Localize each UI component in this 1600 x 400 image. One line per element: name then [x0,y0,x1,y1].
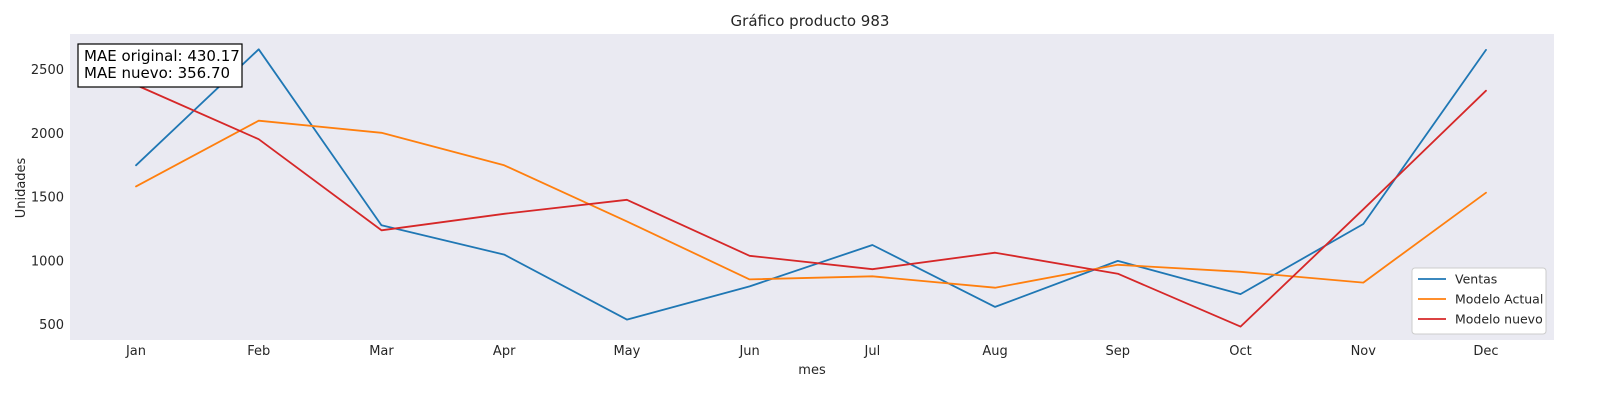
x-tick-label: Nov [1351,344,1377,359]
y-tick-labels: 500 1000 1500 2000 2500 [31,63,64,333]
y-axis-label: Unidades [14,157,29,218]
x-tick-label: Jan [125,344,146,359]
legend-label-2: Modelo Actual [1455,292,1543,307]
x-tick-label: Oct [1229,344,1251,359]
x-tick-label: May [613,344,640,359]
y-tick-label: 2500 [31,63,64,78]
annotation-frame [77,43,243,88]
x-tick-label: Jun [738,344,759,359]
y-tick-label: 500 [39,318,64,333]
series-layer [135,48,1487,328]
x-tick-label: Aug [982,344,1007,359]
annotation-line-original: MAE original: 430.17 [84,47,240,65]
mae-annotation: MAE original: 430.17 MAE nuevo: 356.70 [77,43,243,88]
legend: Ventas Modelo Actual Modelo nuevo [1411,267,1547,335]
x-tick-label: Feb [247,344,270,359]
x-axis-label: mes [798,363,826,378]
x-tick-labels: Jan Feb Mar Apr May Jun Jul Aug Sep Oct Nov Dec [125,344,1499,359]
x-tick-label: Mar [369,344,394,359]
x-tick-label: Dec [1473,344,1498,359]
legend-label-3: Modelo nuevo [1455,312,1543,327]
series-line-2 [135,119,1487,289]
series-line-1 [135,48,1487,321]
y-tick-label: 1000 [31,254,64,269]
y-tick-label: 1500 [31,191,64,206]
legend-frame [1411,267,1547,335]
series-line-3 [135,84,1487,328]
y-tick-label: 2000 [31,127,64,142]
chart-title: Gráfico producto 983 [731,12,890,30]
x-tick-label: Apr [493,344,516,359]
annotation-line-nuevo: MAE nuevo: 356.70 [84,64,230,82]
x-tick-label: Sep [1106,344,1131,359]
x-tick-label: Jul [864,344,881,359]
legend-label-1: Ventas [1455,272,1497,287]
plot-area [70,34,1554,340]
